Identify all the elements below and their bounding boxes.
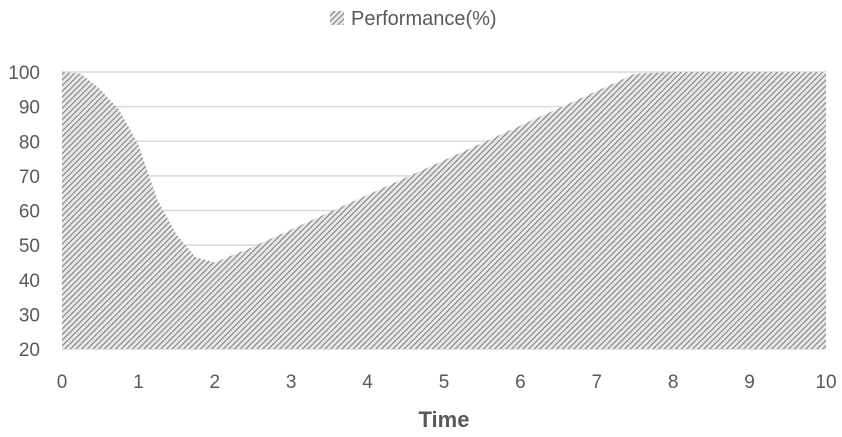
x-tick-label: 0 <box>57 372 68 393</box>
y-tick-label: 80 <box>19 132 40 153</box>
x-tick-label: 6 <box>515 372 526 393</box>
y-tick-label: 30 <box>19 305 40 326</box>
y-tick-label: 50 <box>19 236 40 257</box>
x-tick-label: 3 <box>286 372 297 393</box>
legend-label: Performance(%) <box>351 8 497 30</box>
x-tick-label: 4 <box>362 372 373 393</box>
x-tick-label: 2 <box>210 372 221 393</box>
x-axis-title: Time <box>419 407 470 432</box>
area-layer <box>62 72 826 349</box>
y-axis: 20 30 40 50 60 70 80 90 100 <box>8 63 40 361</box>
performance-area <box>62 72 826 349</box>
legend: Performance(%) <box>330 8 497 30</box>
x-axis: 0 1 2 3 4 5 6 7 8 9 10 <box>57 372 837 393</box>
y-tick-label: 40 <box>19 271 40 292</box>
x-tick-label: 8 <box>668 372 679 393</box>
y-tick-label: 20 <box>19 340 40 361</box>
x-tick-label: 7 <box>592 372 603 393</box>
x-tick-label: 5 <box>439 372 450 393</box>
y-tick-label: 60 <box>19 202 40 223</box>
legend-swatch <box>330 11 344 25</box>
x-tick-label: 9 <box>744 372 755 393</box>
x-tick-label: 10 <box>815 372 836 393</box>
x-tick-label: 1 <box>133 372 144 393</box>
y-tick-label: 90 <box>19 98 40 119</box>
y-tick-label: 100 <box>8 63 40 84</box>
y-tick-label: 70 <box>19 167 40 188</box>
